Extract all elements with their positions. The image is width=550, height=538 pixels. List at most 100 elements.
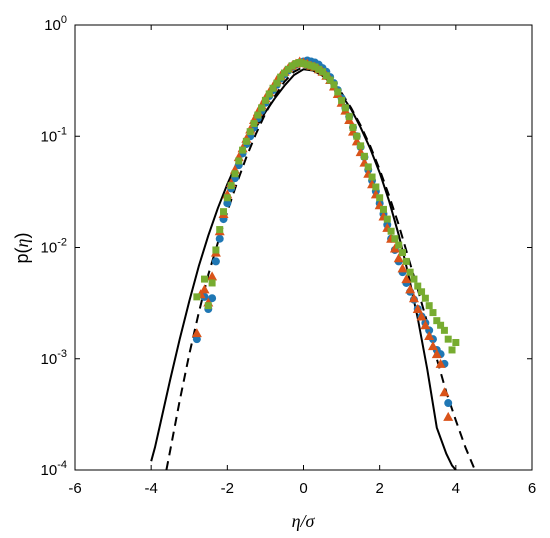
square-point bbox=[319, 68, 327, 76]
square-point bbox=[334, 88, 342, 96]
square-point bbox=[246, 128, 254, 136]
square-point bbox=[360, 152, 368, 160]
y-tick-base: 10 bbox=[41, 128, 58, 145]
data-points bbox=[191, 56, 460, 421]
square-point bbox=[292, 60, 300, 68]
square-point bbox=[440, 326, 448, 334]
triangle-point bbox=[393, 253, 404, 263]
square-point bbox=[353, 132, 361, 140]
square-point bbox=[395, 241, 403, 249]
triangle-point bbox=[207, 271, 218, 281]
x-tick-label: -4 bbox=[144, 480, 157, 497]
square-point bbox=[242, 137, 250, 145]
square-point bbox=[300, 60, 307, 68]
square-point bbox=[406, 268, 414, 276]
square-point bbox=[265, 90, 273, 98]
triangle-point bbox=[431, 349, 442, 359]
square-point bbox=[414, 282, 422, 290]
x-tick-label: 2 bbox=[375, 480, 383, 497]
square-point bbox=[303, 61, 311, 69]
square-point bbox=[322, 72, 330, 80]
square-point bbox=[444, 335, 452, 343]
circle-point bbox=[215, 234, 224, 243]
triangle-point bbox=[412, 304, 423, 314]
plot-frame bbox=[74, 24, 533, 471]
square-point bbox=[216, 226, 224, 234]
square-point bbox=[376, 194, 384, 202]
square-point bbox=[338, 96, 346, 104]
square-point bbox=[437, 321, 445, 329]
square-point bbox=[284, 65, 292, 73]
square-point bbox=[311, 63, 319, 71]
square-point bbox=[425, 302, 433, 310]
square-point bbox=[227, 182, 235, 190]
y-axis-label-suffix: ) bbox=[12, 233, 32, 239]
square-point bbox=[258, 104, 266, 112]
square-point bbox=[212, 246, 220, 254]
square-point bbox=[372, 183, 380, 191]
square-point bbox=[254, 111, 262, 119]
square-point bbox=[204, 302, 212, 310]
square-point bbox=[433, 317, 441, 325]
square-point bbox=[345, 113, 353, 121]
square-point bbox=[391, 235, 399, 243]
square-point bbox=[231, 170, 239, 178]
x-tick-label: -6 bbox=[68, 480, 81, 497]
square-point bbox=[193, 293, 201, 301]
square-point bbox=[261, 96, 269, 104]
square-point bbox=[223, 194, 231, 202]
x-axis-label: η/σ bbox=[292, 511, 316, 531]
triangle-point bbox=[435, 358, 446, 368]
square-point bbox=[452, 338, 460, 346]
triangle-point bbox=[427, 341, 438, 351]
x-tick-label: -2 bbox=[221, 480, 234, 497]
square-point bbox=[399, 249, 407, 257]
triangle-point bbox=[408, 293, 419, 303]
circle-point bbox=[192, 335, 201, 344]
x-tick-label: 4 bbox=[452, 480, 460, 497]
square-point bbox=[235, 157, 243, 165]
square-point bbox=[315, 65, 323, 73]
y-tick-label: 10-1 bbox=[41, 125, 67, 145]
triangle-point bbox=[389, 243, 400, 253]
triangle-point bbox=[199, 284, 210, 294]
triangle-point bbox=[443, 411, 454, 421]
square-point bbox=[368, 173, 376, 181]
square-point bbox=[387, 227, 395, 235]
y-tick-label: 10-2 bbox=[41, 237, 67, 257]
y-tick-base: 10 bbox=[41, 240, 58, 257]
y-tick-exponent: -1 bbox=[57, 125, 67, 137]
triangle-point bbox=[420, 320, 431, 330]
y-tick-base: 10 bbox=[41, 462, 58, 479]
triangle-point bbox=[397, 263, 408, 273]
square-point bbox=[402, 257, 410, 265]
square-point bbox=[429, 309, 437, 317]
square-point bbox=[269, 84, 277, 92]
circle-point bbox=[211, 257, 220, 266]
triangle-point bbox=[424, 331, 435, 341]
square-point bbox=[288, 62, 296, 70]
y-tick-label: 100 bbox=[44, 14, 67, 34]
square-point bbox=[200, 275, 208, 283]
square-point bbox=[341, 104, 349, 112]
square-point bbox=[307, 62, 315, 70]
y-tick-base: 10 bbox=[41, 351, 58, 368]
y-axis-label-prefix: p( bbox=[12, 247, 32, 263]
square-point bbox=[364, 163, 372, 171]
y-tick-exponent: -4 bbox=[57, 459, 67, 471]
square-point bbox=[273, 79, 281, 87]
square-point bbox=[326, 76, 334, 84]
x-tick-label: 6 bbox=[528, 480, 536, 497]
y-axis-label: p(η) bbox=[12, 233, 32, 264]
square-point bbox=[349, 123, 357, 131]
y-tick-exponent: 0 bbox=[61, 14, 67, 26]
y-axis-label-variable: η bbox=[12, 238, 32, 247]
fit-curves bbox=[150, 65, 476, 471]
square-point bbox=[277, 73, 285, 81]
square-point bbox=[383, 215, 391, 223]
square-point bbox=[357, 142, 365, 150]
square-point bbox=[250, 120, 258, 128]
x-tick-label: 0 bbox=[299, 480, 307, 497]
